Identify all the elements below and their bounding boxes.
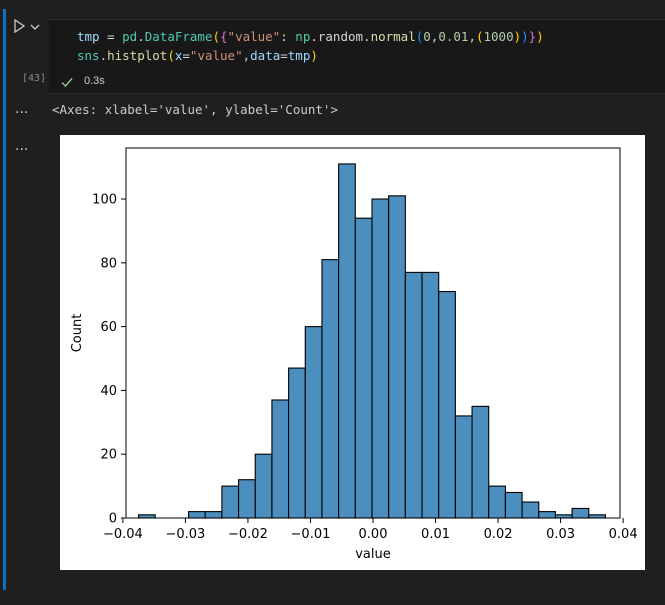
code-token: ) xyxy=(521,29,529,44)
code-token: : xyxy=(280,29,296,44)
x-tick-label: 0.02 xyxy=(484,527,513,542)
code-token: np xyxy=(295,29,311,44)
run-controls xyxy=(7,18,47,38)
histogram-bar xyxy=(254,453,273,519)
histogram-bar xyxy=(271,399,290,519)
x-tick-label: −0.01 xyxy=(291,527,331,542)
code-token: , xyxy=(468,29,476,44)
code-token: = xyxy=(99,29,123,44)
code-token: ) xyxy=(536,29,544,44)
histogram-bar xyxy=(471,405,490,519)
code-token: ( xyxy=(167,48,175,63)
code-token: 1000 xyxy=(483,29,514,44)
code-token: "value" xyxy=(189,48,243,63)
histogram-bar xyxy=(238,479,256,519)
histogram-bar xyxy=(504,491,523,519)
code-token: = xyxy=(182,48,190,63)
code-token: = xyxy=(280,48,288,63)
x-tick-label: −0.03 xyxy=(165,527,205,542)
code-token: } xyxy=(528,29,537,44)
histogram-bar xyxy=(521,501,540,519)
code-token: 0 xyxy=(423,29,431,44)
histogram-bar xyxy=(488,485,506,519)
x-axis-label: value xyxy=(355,547,391,562)
x-tick-label: 0.03 xyxy=(546,527,575,542)
x-tick-label: 0.01 xyxy=(421,527,450,542)
y-tick-label: 20 xyxy=(100,448,117,463)
code-token: pd xyxy=(122,29,138,44)
histogram-bar xyxy=(288,367,306,519)
output-text: <Axes: xlabel='value', ylabel='Count'> xyxy=(52,102,338,117)
histogram-bar xyxy=(404,271,423,519)
code-token: ( xyxy=(415,29,424,44)
y-tick-label: 0 xyxy=(109,512,117,527)
y-axis-label: Count xyxy=(70,314,85,353)
histogram-bar xyxy=(571,507,590,519)
histogram-bar xyxy=(421,271,440,519)
code-token: .random. xyxy=(310,29,371,44)
histogram-bar xyxy=(338,163,356,519)
chevron-down-icon[interactable] xyxy=(29,21,41,33)
x-tick-label: 0.00 xyxy=(359,527,388,542)
histogram-chart: −0.04 −0.03 −0.02 −0.01 0.00 0.01 0.02 0.03 0.04… xyxy=(70,147,638,562)
code-token: normal xyxy=(370,29,416,44)
run-cell-icon[interactable] xyxy=(11,18,27,34)
code-token: . xyxy=(137,29,145,44)
histogram-bar xyxy=(538,511,556,519)
y-tick-label: 100 xyxy=(92,193,117,208)
histogram-bar xyxy=(388,195,406,519)
output-ellipsis-icon[interactable]: ... xyxy=(15,138,29,154)
code-line[interactable]: sns.histplot(x="value",data=tmp) xyxy=(77,47,318,65)
execution-count: [43] xyxy=(22,73,47,84)
histogram-bar xyxy=(187,511,206,519)
code-token: tmp xyxy=(287,48,311,63)
x-tick-label: −0.04 xyxy=(103,527,143,542)
y-tick-label: 60 xyxy=(100,320,117,335)
code-token: 0.01 xyxy=(438,29,469,44)
code-token: ( xyxy=(475,29,484,44)
code-token: x xyxy=(174,48,183,63)
histogram-bar xyxy=(438,290,456,519)
code-token: ( xyxy=(212,29,221,44)
code-token: ) xyxy=(513,29,522,44)
x-tick-label: −0.02 xyxy=(228,527,268,542)
code-token: ) xyxy=(310,48,318,63)
code-cell[interactable]: [43] tmp = pd.DataFrame({"value": np.ran… xyxy=(7,0,665,94)
code-editor[interactable]: tmp = pd.DataFrame({"value": np.random.n… xyxy=(49,19,665,94)
code-token: data xyxy=(250,48,281,63)
histogram-bar xyxy=(454,415,473,519)
code-token: , xyxy=(242,48,251,63)
histogram-bar xyxy=(321,259,340,519)
code-token: tmp xyxy=(77,29,100,44)
output-ellipsis-icon[interactable]: ... xyxy=(15,101,29,117)
code-token: . xyxy=(99,48,108,63)
y-tick-label: 40 xyxy=(100,384,117,399)
code-line[interactable]: tmp = pd.DataFrame({"value": np.random.n… xyxy=(77,28,544,46)
code-token: DataFrame xyxy=(144,29,213,44)
code-token: , xyxy=(430,29,439,44)
histogram-bar xyxy=(354,217,373,519)
histogram-bar xyxy=(304,326,323,519)
execution-time: 0.3s xyxy=(84,75,105,87)
check-icon xyxy=(61,78,73,88)
histogram-bar xyxy=(221,485,240,519)
x-tick-label: 0.04 xyxy=(609,527,638,542)
y-tick-label: 80 xyxy=(100,256,117,271)
code-token: "value" xyxy=(227,29,281,44)
code-token: { xyxy=(220,29,228,44)
code-token: histplot xyxy=(107,48,168,63)
code-token: sns xyxy=(77,48,100,63)
active-cell-indicator xyxy=(3,9,6,590)
histogram-plot: −0.04 −0.03 −0.02 −0.01 0.00 0.01 0.02 0.03 0.04… xyxy=(60,135,645,570)
histogram-bar xyxy=(204,511,223,519)
histogram-bar xyxy=(371,198,390,519)
